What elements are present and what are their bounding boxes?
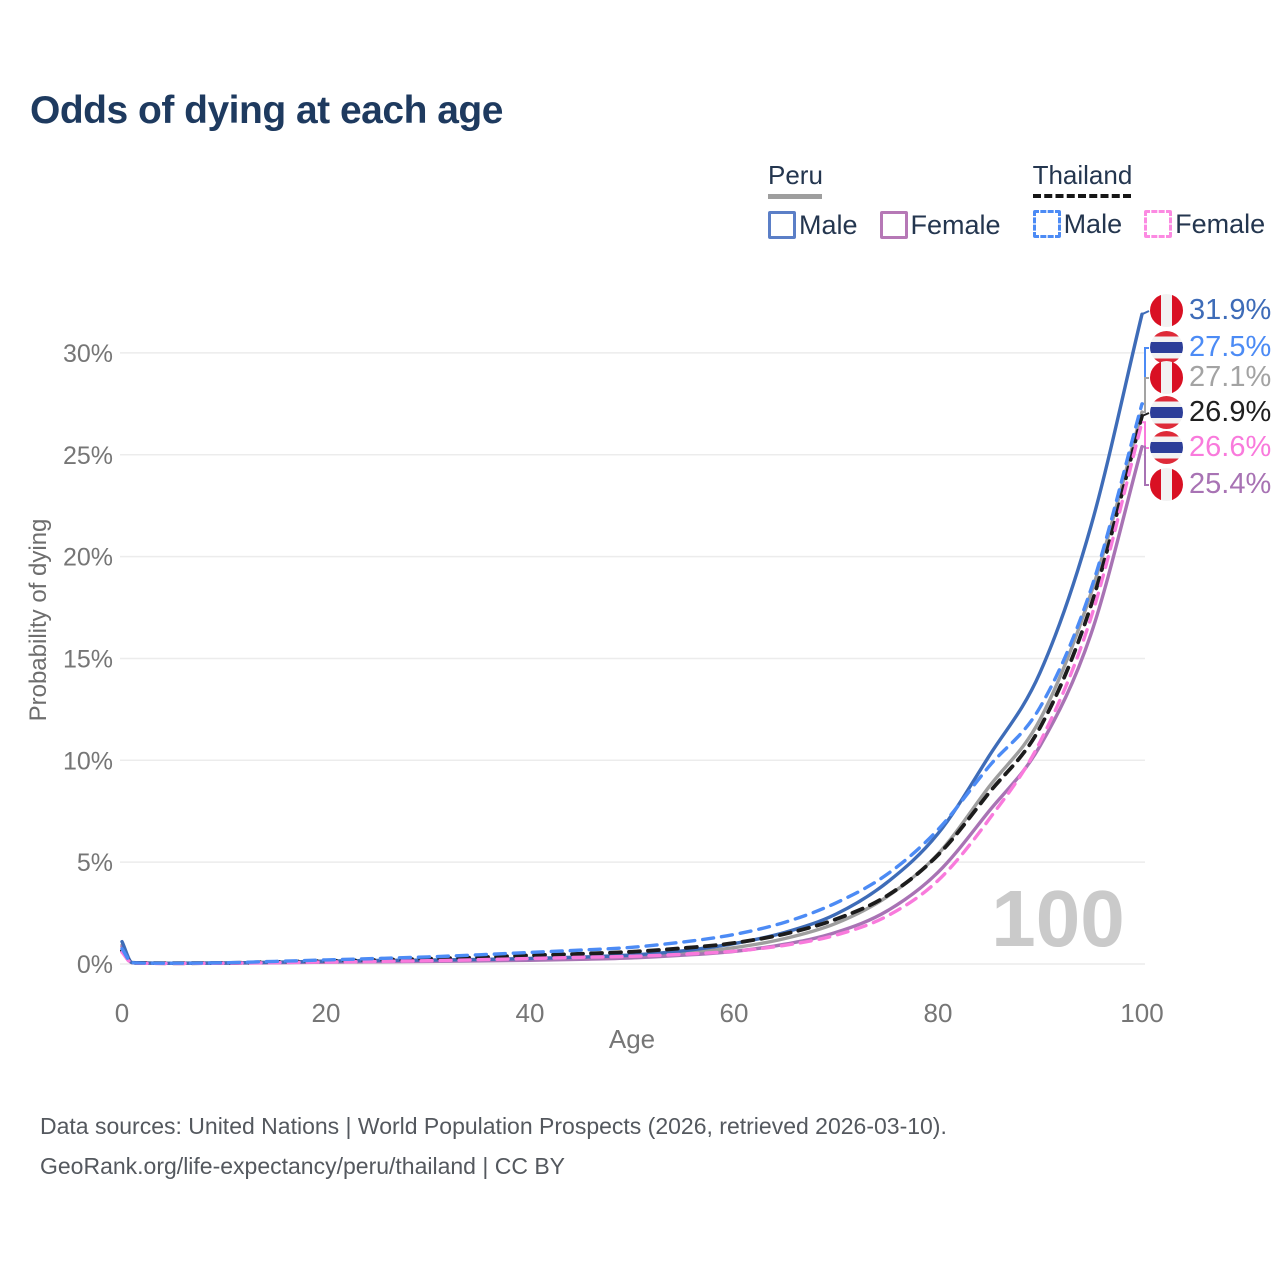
- peru-male-swatch-icon: [768, 211, 796, 240]
- footer-attribution: GeoRank.org/life-expectancy/peru/thailan…: [40, 1153, 566, 1179]
- thailand-female-swatch-icon: [1144, 210, 1173, 239]
- legend-item-thailand-female[interactable]: Female: [1144, 209, 1265, 240]
- x-tick-label-100: 100: [1120, 998, 1163, 1028]
- end-label-peru-female: 25.4%: [1150, 468, 1271, 501]
- series-line-thailand-male[interactable]: [120, 402, 1144, 965]
- end-label-connector-thailand-total: [1141, 412, 1150, 417]
- peru-flag-icon: [1150, 468, 1183, 501]
- x-tick-label-80: 80: [924, 998, 953, 1028]
- legend-group-peru: Peru Male Female: [768, 160, 1001, 241]
- thailand-line-sample: [1032, 193, 1131, 198]
- series-line-peru-male[interactable]: [120, 312, 1144, 965]
- end-label-connector-peru-male: [1141, 310, 1150, 316]
- legend-group-thailand: Thailand Male Female: [1032, 160, 1265, 241]
- legend-item-peru-male[interactable]: Male: [768, 210, 858, 241]
- legend-item-peru-female[interactable]: Female: [879, 209, 1001, 241]
- series-line-thailand-female[interactable]: [120, 420, 1144, 966]
- end-label-value: 26.9%: [1189, 396, 1272, 428]
- peru-male-label: Male: [799, 209, 858, 240]
- end-label-thailand-total: 26.9%: [1150, 396, 1271, 429]
- chart-legend: Peru Male Female Thailand Male: [768, 160, 1265, 241]
- end-label-connector-peru-female: [1142, 445, 1149, 486]
- y-tick-label-5: 5%: [77, 849, 113, 877]
- page-title: Odds of dying at each age: [30, 89, 503, 132]
- peru-flag-icon: [1150, 294, 1183, 327]
- series-line-peru-female[interactable]: [120, 444, 1144, 965]
- thailand-male-label: Male: [1063, 208, 1123, 239]
- thailand-flag-icon: [1150, 431, 1183, 464]
- y-tick-label-20: 20%: [63, 544, 113, 572]
- y-tick-label-15: 15%: [63, 646, 113, 674]
- x-tick-label-0: 0: [115, 998, 129, 1028]
- legend-item-thailand-male[interactable]: Male: [1032, 208, 1123, 240]
- hover-age-watermark: 100: [991, 874, 1124, 963]
- end-label-peru-male: 31.9%: [1150, 294, 1271, 327]
- thailand-flag-icon: [1150, 331, 1183, 364]
- end-label-value: 26.6%: [1189, 431, 1272, 463]
- legend-peru-title[interactable]: Peru: [768, 160, 823, 190]
- series-line-thailand-total[interactable]: [120, 414, 1144, 966]
- peru-line-sample: [768, 193, 822, 199]
- end-label-value: 31.9%: [1189, 294, 1272, 326]
- y-tick-label-0: 0%: [77, 951, 113, 979]
- end-label-thailand-female: 26.6%: [1150, 431, 1271, 464]
- x-axis-title: Age: [609, 1024, 655, 1054]
- end-label-connector-thailand-female: [1142, 421, 1149, 449]
- peru-female-swatch-icon: [879, 211, 908, 240]
- end-label-value: 27.1%: [1189, 361, 1272, 393]
- thailand-male-swatch-icon: [1032, 210, 1061, 239]
- peru-flag-icon: [1150, 361, 1183, 394]
- y-tick-label-30: 30%: [63, 340, 113, 368]
- end-label-connector-thailand-male: [1142, 347, 1149, 405]
- x-tick-label-40: 40: [516, 998, 545, 1028]
- y-tick-label-25: 25%: [63, 442, 113, 470]
- end-label-connector-peru-total: [1142, 377, 1149, 413]
- y-tick-label-10: 10%: [63, 747, 113, 775]
- end-label-value: 25.4%: [1189, 468, 1272, 500]
- x-tick-label-60: 60: [720, 998, 749, 1028]
- footer: Data sources: United Nations | World Pop…: [40, 1106, 947, 1186]
- end-label-value: 27.5%: [1189, 331, 1272, 363]
- x-tick-label-20: 20: [312, 998, 341, 1028]
- legend-thailand-title[interactable]: Thailand: [1032, 160, 1133, 190]
- series-line-peru-total[interactable]: [120, 410, 1144, 965]
- end-label-thailand-male: 27.5%: [1150, 331, 1271, 364]
- footer-data-sources: Data sources: United Nations | World Pop…: [40, 1113, 947, 1139]
- y-axis-title: Probability of dying: [25, 519, 52, 722]
- thailand-female-label: Female: [1175, 208, 1266, 239]
- thailand-flag-icon: [1150, 396, 1183, 429]
- end-label-peru-total: 27.1%: [1150, 361, 1271, 394]
- peru-female-label: Female: [910, 209, 1001, 240]
